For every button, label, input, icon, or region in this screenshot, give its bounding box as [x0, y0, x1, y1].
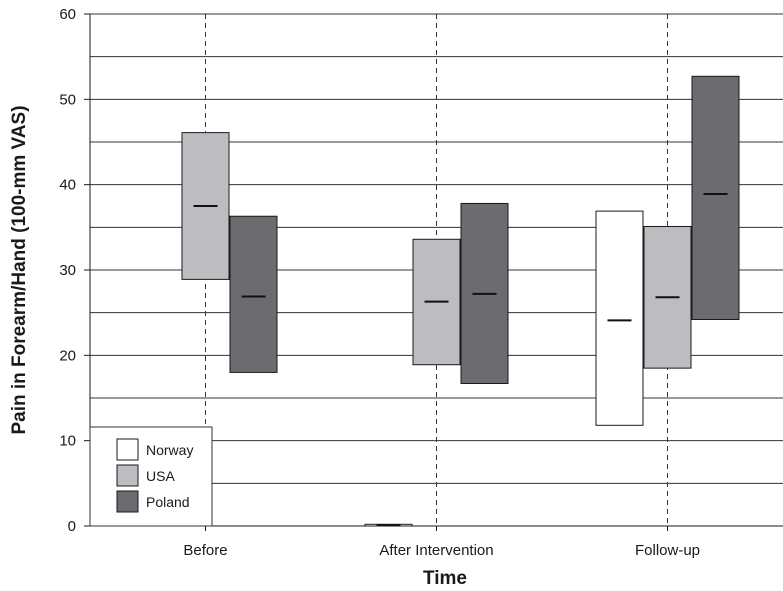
- x-tick-label: After Intervention: [379, 542, 493, 559]
- legend-item-poland: Poland: [116, 490, 190, 513]
- x-tick-labels: Before After Intervention Follow-up: [183, 542, 700, 559]
- legend-swatch: [116, 490, 139, 513]
- y-tick-label: 60: [59, 6, 76, 23]
- box-poland-1: [460, 202, 509, 384]
- box-rect: [691, 75, 740, 320]
- y-axis-title: Pain in Forearm/Hand (100-mm VAS): [9, 105, 30, 434]
- legend-item-norway: Norway: [116, 438, 193, 461]
- legend-swatch: [116, 464, 139, 487]
- box-usa-2: [643, 225, 692, 369]
- legend-item-usa: USA: [116, 464, 175, 487]
- y-tick-label: 30: [59, 262, 76, 279]
- y-tick-label: 20: [59, 347, 76, 364]
- y-tick-labels: 0 10 20 30 40 50 60: [59, 6, 76, 535]
- legend-box: [89, 426, 213, 527]
- legend-label: USA: [146, 468, 175, 484]
- box-poland-0: [229, 215, 278, 373]
- box-poland-2: [691, 75, 740, 320]
- legend: Norway USA Poland: [89, 426, 213, 527]
- x-tick-label: Before: [183, 542, 227, 559]
- box-norway-2: [595, 210, 644, 426]
- legend-label: Poland: [146, 494, 190, 510]
- y-tick-label: 50: [59, 91, 76, 108]
- y-tick-label: 0: [68, 518, 76, 535]
- y-tick-label: 10: [59, 433, 76, 450]
- x-axis-title: Time: [423, 568, 467, 589]
- box-rect: [595, 210, 644, 426]
- box-rect: [229, 215, 278, 373]
- y-tick-label: 40: [59, 177, 76, 194]
- boxes: [181, 75, 740, 527]
- box-usa-1: [412, 238, 461, 366]
- x-tick-label: Follow-up: [635, 542, 700, 559]
- legend-label: Norway: [146, 442, 193, 458]
- legend-swatch: [116, 438, 139, 461]
- box-usa-0: [181, 132, 230, 280]
